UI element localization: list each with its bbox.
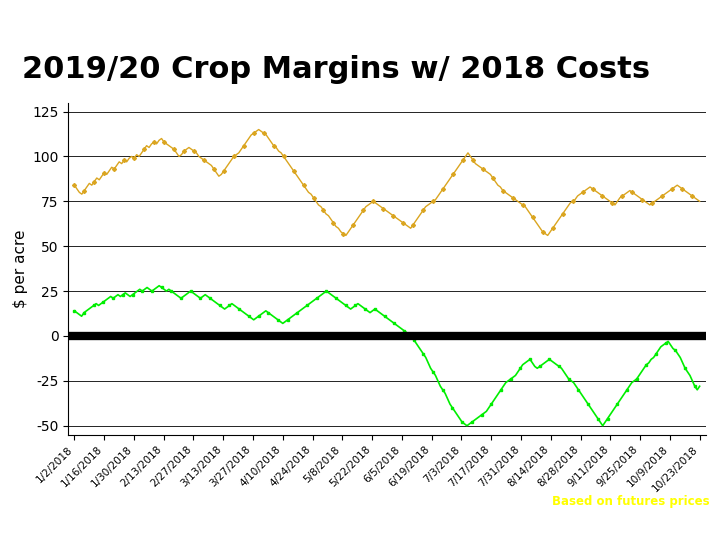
Text: IOWA STATE UNIVERSITY: IOWA STATE UNIVERSITY xyxy=(9,495,254,511)
Text: Ag Decision Maker: Ag Decision Maker xyxy=(547,525,709,539)
Text: Based on futures prices: Based on futures prices xyxy=(552,495,709,508)
Y-axis label: $ per acre: $ per acre xyxy=(13,230,28,308)
Text: Extension and Outreach/Department of Economics: Extension and Outreach/Department of Eco… xyxy=(9,525,274,536)
Text: 2019/20 Crop Margins w/ 2018 Costs: 2019/20 Crop Margins w/ 2018 Costs xyxy=(22,55,649,84)
